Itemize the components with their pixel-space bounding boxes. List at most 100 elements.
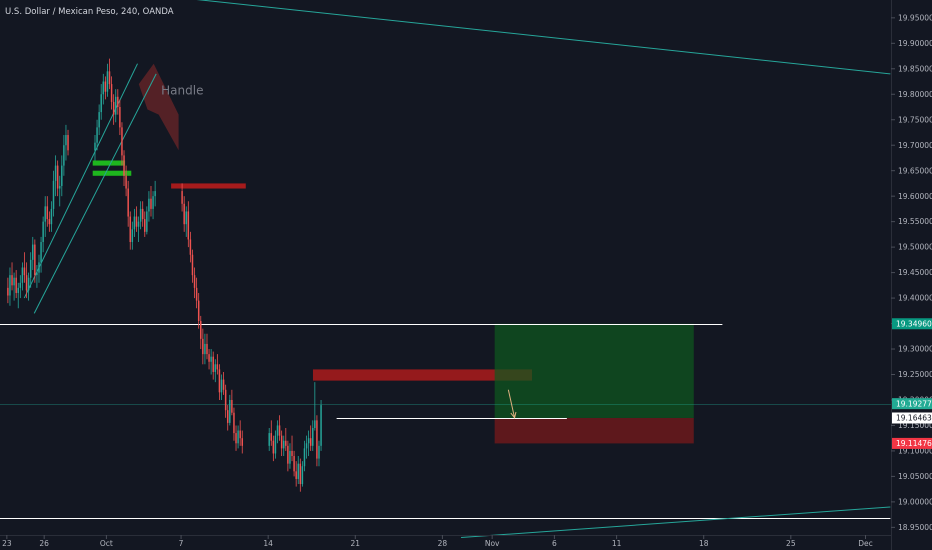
zone-4[interactable] <box>494 323 694 418</box>
candle <box>278 415 281 441</box>
y-tick-label: 19.00000 <box>898 497 932 506</box>
candle <box>104 76 107 100</box>
candle <box>231 389 233 416</box>
candle <box>154 180 156 207</box>
svg-text:19.11476: 19.11476 <box>896 439 932 448</box>
candle <box>29 252 32 288</box>
trend-line-0[interactable] <box>154 0 891 75</box>
candle <box>287 440 289 472</box>
candle <box>9 267 11 306</box>
candle <box>121 122 123 166</box>
x-tick-label: 25 <box>786 539 796 548</box>
candle <box>133 208 136 237</box>
candle <box>119 99 121 136</box>
zone-1[interactable] <box>92 170 132 176</box>
candle <box>42 216 44 253</box>
candle <box>27 272 30 301</box>
candle <box>212 351 214 380</box>
candle <box>114 89 117 123</box>
candle <box>235 425 237 451</box>
candle <box>289 443 291 469</box>
candle <box>7 277 9 304</box>
candle <box>241 430 243 454</box>
candle <box>11 262 13 291</box>
candle <box>36 264 38 288</box>
candle <box>307 430 310 457</box>
handle-label[interactable]: Handle <box>161 83 203 97</box>
candle <box>65 124 67 161</box>
x-tick-label: 26 <box>39 539 49 548</box>
candle <box>309 425 312 451</box>
candle <box>202 328 204 365</box>
candle <box>46 196 49 227</box>
handle-shape[interactable] <box>138 63 179 151</box>
candle <box>127 180 129 227</box>
candle <box>299 458 302 492</box>
candle <box>137 216 140 243</box>
price-badge: 19.11476 <box>892 437 932 449</box>
candle <box>189 231 192 263</box>
x-tick-label: 7 <box>179 539 184 548</box>
candle <box>320 399 322 451</box>
y-tick-label: 19.50000 <box>898 243 932 252</box>
price-badge: 19.34960 <box>892 318 932 330</box>
candle <box>185 206 187 237</box>
candle <box>303 440 306 472</box>
y-tick-label: 19.90000 <box>898 39 932 48</box>
candle <box>237 425 239 449</box>
x-tick-label: 14 <box>263 539 273 548</box>
candle <box>148 191 150 222</box>
zone-3[interactable] <box>312 369 532 381</box>
candle <box>96 119 98 151</box>
candle <box>285 428 287 451</box>
y-tick-label: 19.25000 <box>898 370 932 379</box>
price-badge: 19.19277 <box>892 398 932 410</box>
x-tick-label: 21 <box>351 539 361 548</box>
candle <box>210 349 212 375</box>
y-tick-label: 19.30000 <box>898 345 932 354</box>
candle <box>48 211 51 232</box>
y-tick-label: 19.10000 <box>898 447 932 456</box>
y-tick-label: 19.05000 <box>898 472 932 481</box>
candle <box>301 461 304 487</box>
candle <box>222 371 225 395</box>
candle <box>25 262 28 299</box>
candle <box>218 364 221 400</box>
trend-line-3[interactable] <box>33 73 157 314</box>
arrow-shaft[interactable] <box>507 389 516 418</box>
candle <box>141 201 144 227</box>
y-tick-label: 18.95000 <box>898 523 932 532</box>
trend-line-2[interactable] <box>23 63 138 299</box>
candle <box>15 270 17 299</box>
candle <box>282 435 285 457</box>
y-tick-label: 19.80000 <box>898 90 932 99</box>
x-tick-label: 18 <box>699 539 709 548</box>
candle <box>200 315 202 350</box>
x-tick-label: Dec <box>858 539 873 548</box>
trend-line-1[interactable] <box>461 506 891 539</box>
candle <box>187 201 190 248</box>
candle <box>280 430 283 457</box>
candle <box>38 254 40 283</box>
candle <box>274 430 277 459</box>
svg-text:19.34960: 19.34960 <box>896 319 932 328</box>
candle <box>139 201 142 230</box>
candle <box>40 236 42 273</box>
candle <box>272 435 275 462</box>
candle <box>13 272 15 301</box>
candle <box>146 206 148 235</box>
candle <box>183 196 185 232</box>
candle <box>23 252 26 283</box>
candle <box>54 155 57 197</box>
svg-text:19.19277: 19.19277 <box>896 399 932 408</box>
zone-2[interactable] <box>171 183 246 189</box>
zone-5[interactable] <box>494 417 694 444</box>
y-tick-label: 19.95000 <box>898 13 932 22</box>
candle <box>291 435 293 462</box>
candle <box>204 333 206 365</box>
candle <box>181 183 183 212</box>
candle <box>32 236 34 271</box>
zone-0[interactable] <box>92 160 126 166</box>
candle <box>117 89 119 115</box>
